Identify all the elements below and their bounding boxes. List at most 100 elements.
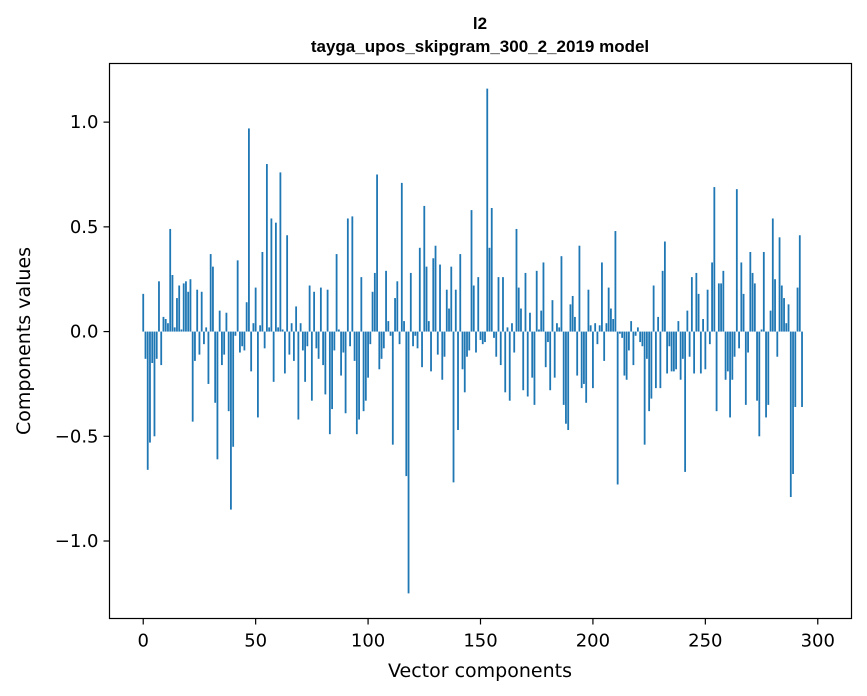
bar-64	[286, 235, 289, 332]
bar-195	[580, 331, 583, 389]
bar-85	[333, 331, 336, 351]
bar-36	[223, 331, 226, 355]
bar-218	[632, 331, 635, 366]
bar-264	[735, 189, 738, 332]
bar-219	[634, 331, 637, 336]
bar-292	[798, 235, 801, 332]
bar-86	[335, 254, 338, 332]
bar-26	[200, 291, 203, 332]
bar-269	[747, 331, 749, 353]
bar-20	[187, 291, 190, 332]
bar-186	[560, 256, 563, 332]
bar-12	[169, 228, 172, 332]
bar-270	[749, 251, 752, 332]
x-tick-label: 0	[138, 631, 149, 652]
bar-72	[304, 331, 307, 382]
bar-246	[695, 272, 698, 332]
bar-267	[742, 293, 745, 332]
x-tick-label: 150	[463, 631, 497, 652]
bar-203	[598, 325, 601, 332]
bar-124	[421, 331, 423, 368]
bar-139	[454, 289, 457, 332]
bar-1	[144, 331, 147, 359]
bar-18	[182, 283, 185, 332]
bar-125	[423, 205, 426, 332]
bar-93	[351, 216, 354, 332]
bar-146	[470, 210, 473, 332]
bar-245	[693, 331, 696, 374]
bar-234	[668, 331, 671, 347]
bar-140	[457, 331, 459, 431]
bar-33	[216, 331, 219, 460]
bar-14	[173, 327, 176, 332]
bar-48	[250, 331, 253, 372]
bar-273	[756, 331, 758, 401]
bar-115	[400, 182, 403, 332]
bar-283	[778, 237, 781, 332]
bar-62	[281, 329, 284, 332]
bar-111	[391, 331, 394, 445]
x-axis-label: Vector components	[388, 660, 572, 682]
bar-166	[515, 228, 518, 332]
bar-244	[690, 277, 693, 332]
bar-43	[239, 331, 241, 353]
bar-274	[758, 331, 761, 437]
bar-79	[319, 287, 322, 332]
bar-101	[369, 331, 372, 345]
bar-100	[367, 331, 369, 378]
bar-224	[645, 331, 648, 359]
bar-9	[162, 316, 165, 332]
bar-32	[214, 331, 217, 403]
bar-23	[194, 331, 196, 361]
bar-66	[290, 323, 293, 332]
bar-253	[711, 262, 713, 332]
bar-15	[176, 298, 178, 332]
bar-255	[715, 331, 718, 412]
x-tick-label: 50	[244, 631, 267, 652]
bar-293	[801, 331, 803, 407]
bar-238	[677, 321, 680, 332]
bar-258	[722, 270, 725, 332]
bar-67	[292, 331, 295, 361]
bar-82	[326, 289, 329, 332]
bar-35	[221, 331, 223, 366]
bar-202	[596, 331, 599, 345]
bar-167	[517, 287, 520, 332]
bar-165	[513, 331, 516, 353]
bar-40	[232, 331, 235, 447]
bar-265	[738, 331, 740, 349]
bar-46	[245, 302, 248, 332]
bar-191	[571, 295, 574, 332]
bar-47	[248, 128, 250, 332]
bar-189	[567, 331, 570, 431]
bar-185	[558, 327, 561, 332]
bar-113	[396, 281, 399, 332]
bar-98	[362, 331, 365, 412]
bar-272	[753, 283, 756, 332]
bar-232	[663, 241, 666, 332]
bar-134	[443, 331, 446, 357]
bar-211	[616, 331, 619, 485]
bar-45	[243, 331, 246, 351]
bar-96	[358, 331, 360, 420]
bar-252	[708, 331, 711, 345]
bar-208	[610, 308, 612, 332]
bar-77	[315, 331, 318, 349]
bar-137	[450, 266, 453, 332]
bar-229	[657, 316, 660, 332]
bar-207	[607, 287, 610, 332]
bar-169	[522, 331, 525, 391]
bar-279	[769, 310, 772, 332]
bar-133	[441, 331, 444, 380]
bar-261	[729, 331, 731, 418]
bar-154	[488, 247, 491, 332]
bar-159	[499, 331, 502, 366]
bar-158	[497, 277, 500, 332]
bar-231	[661, 270, 664, 332]
bar-228	[654, 331, 657, 389]
bar-29	[207, 331, 210, 384]
bar-114	[398, 331, 401, 345]
bar-60	[277, 327, 280, 332]
bar-132	[439, 264, 441, 332]
